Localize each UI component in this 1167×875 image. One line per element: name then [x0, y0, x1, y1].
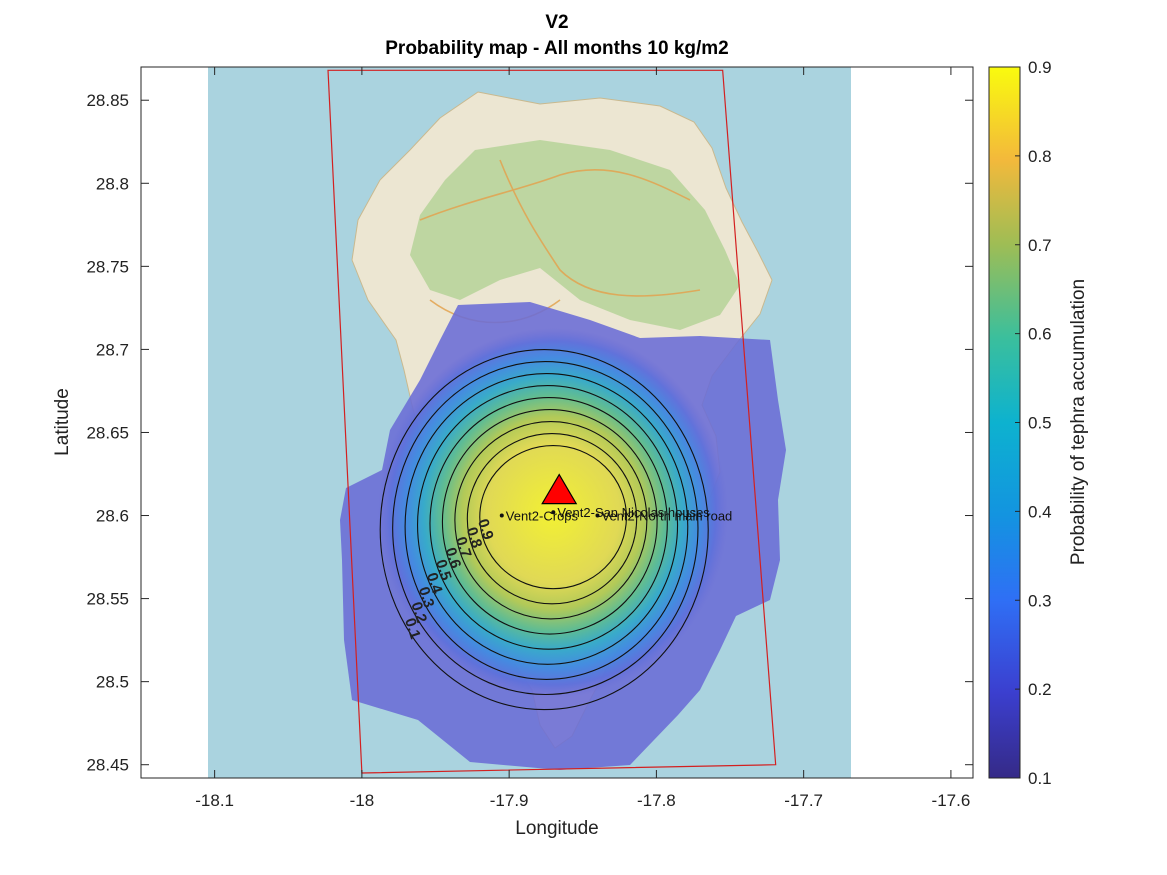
x-tick-label: -17.9 [490, 791, 529, 810]
target-point-marker [595, 513, 600, 518]
y-tick-label: 28.65 [86, 423, 129, 442]
y-tick-label: 28.45 [86, 756, 129, 775]
contour-label: 0.7 [452, 535, 475, 560]
x-tick-label: -18 [350, 791, 375, 810]
colorbar-tick-label: 0.5 [1028, 414, 1052, 433]
contour-label: 0.2 [407, 600, 430, 625]
contour-line [379, 349, 709, 711]
x-axis-label: Longitude [515, 818, 598, 839]
contour-line [479, 445, 627, 590]
vent-triangle-icon [541, 473, 578, 505]
x-tick-label: -18.1 [195, 791, 234, 810]
y-tick-label: 28.8 [96, 174, 129, 193]
colorbar-tick-label: 0.6 [1028, 325, 1052, 344]
x-tick-label: -17.7 [784, 791, 823, 810]
contour-line [454, 421, 648, 620]
y-tick-label: 28.6 [96, 507, 129, 526]
contour-label: 0.4 [423, 571, 446, 597]
y-tick-label: 28.5 [96, 673, 129, 692]
probability-contours [379, 349, 709, 711]
y-tick-label: 28.75 [86, 257, 129, 276]
contour-label: 0.5 [432, 557, 455, 582]
colorbar-tick-label: 0.8 [1028, 147, 1052, 166]
contour-line [404, 373, 689, 680]
contour-line [429, 397, 668, 650]
contour-label: 0.8 [463, 525, 486, 550]
target-point-label: Vent2-San Nicolas houses [557, 505, 710, 520]
target-point-label: Vent2-North main road [601, 509, 732, 524]
y-tick-label: 28.55 [86, 590, 129, 609]
colorbar-tick-label: 0.2 [1028, 680, 1052, 699]
target-point-label: Vent2-Crops [506, 509, 579, 524]
x-tick-label: -17.8 [637, 791, 676, 810]
colorbar-tick-label: 0.7 [1028, 236, 1052, 255]
colorbar-tick-label: 0.4 [1028, 502, 1052, 521]
chart-title-line1: V2 [545, 12, 568, 33]
colorbar-tick-label: 0.1 [1028, 769, 1052, 788]
chart-title-line2: Probability map - All months 10 kg/m2 [385, 38, 728, 59]
y-tick-label: 28.7 [96, 340, 129, 359]
contour-line [416, 385, 679, 665]
colorbar-ticks: 0.1 0.2 0.3 0.4 0.5 0.6 0.7 0.8 0.9 [1015, 58, 1052, 788]
forest-zone [410, 140, 740, 330]
contour-label: 0.3 [415, 585, 438, 610]
x-axis: -18.1 -18 -17.9 -17.8 -17.7 -17.6 [195, 67, 970, 810]
y-tick-label: 28.85 [86, 91, 129, 110]
contour-label: 0.1 [401, 616, 424, 641]
contour-line [392, 361, 699, 696]
target-point-marker [551, 510, 556, 515]
y-axis: 28.45 28.5 28.55 28.6 28.65 28.7 28.75 28.8 28.8… [86, 91, 973, 775]
contour-label: 0.9 [474, 517, 497, 542]
computational-domain-outline [327, 69, 777, 774]
contour-line [466, 433, 638, 605]
contour-line [441, 409, 658, 635]
y-axis-label: Latitude [52, 388, 73, 456]
colorbar-label: Probability of tephra accumulation [1068, 279, 1089, 565]
colorbar [988, 66, 1021, 779]
x-tick-label: -17.6 [932, 791, 971, 810]
contour-label: 0.6 [442, 545, 465, 570]
contour-labels: 0.10.20.30.40.50.60.70.80.9 [401, 517, 497, 641]
axes-frame [140, 66, 974, 779]
map-area: 0.10.20.30.40.50.60.70.80.9 Vent2-CropsV… [141, 67, 973, 778]
target-point-marker [499, 513, 504, 518]
colorbar-tick-label: 0.9 [1028, 58, 1052, 77]
colorbar-tick-label: 0.3 [1028, 591, 1052, 610]
